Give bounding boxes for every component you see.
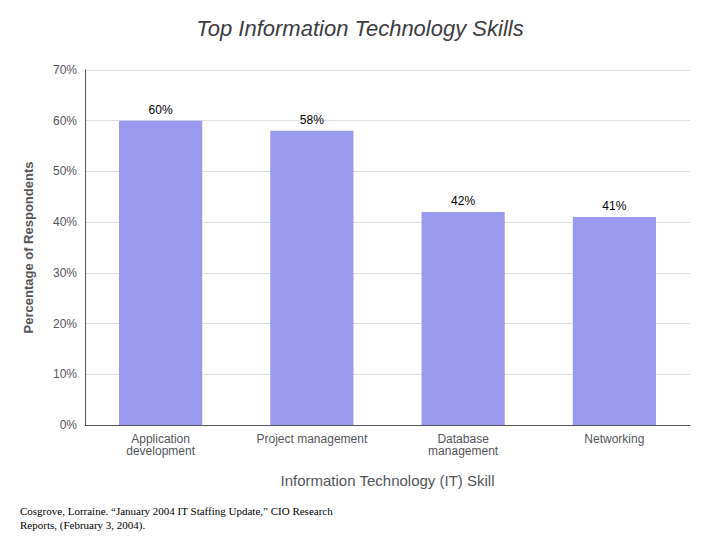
svg-text:40%: 40% — [53, 215, 77, 229]
svg-text:development: development — [126, 444, 195, 458]
svg-text:60%: 60% — [53, 114, 77, 128]
svg-text:management: management — [428, 444, 499, 458]
svg-text:30%: 30% — [53, 266, 77, 280]
svg-text:60%: 60% — [149, 103, 173, 117]
svg-text:Database: Database — [437, 432, 489, 446]
svg-text:Reports, (February 3, 2004).: Reports, (February 3, 2004). — [20, 519, 146, 532]
svg-text:0%: 0% — [60, 418, 78, 432]
svg-text:Application: Application — [131, 432, 190, 446]
svg-text:Information Technology (IT) Sk: Information Technology (IT) Skill — [281, 472, 495, 489]
svg-text:50%: 50% — [53, 164, 77, 178]
svg-text:42%: 42% — [451, 194, 475, 208]
svg-text:10%: 10% — [53, 367, 77, 381]
svg-text:Cosgrove, Lorraine. “January 2: Cosgrove, Lorraine. “January 2004 IT Sta… — [20, 505, 333, 517]
svg-text:Top Information Technology Ski: Top Information Technology Skills — [196, 16, 523, 41]
svg-text:Percentage of Respondents: Percentage of Respondents — [21, 162, 36, 334]
svg-text:Project management: Project management — [257, 432, 368, 446]
svg-text:20%: 20% — [53, 317, 77, 331]
svg-text:41%: 41% — [602, 199, 626, 213]
svg-text:58%: 58% — [300, 113, 324, 127]
svg-text:70%: 70% — [53, 63, 77, 77]
svg-text:Networking: Networking — [584, 432, 644, 446]
